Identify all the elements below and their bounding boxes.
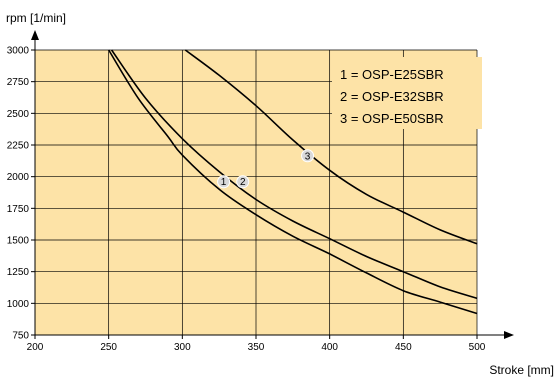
- y-tick-label-3000: 3000: [7, 46, 30, 57]
- curve-label-marker: [217, 175, 231, 189]
- y-tick-label-2750: 2750: [7, 77, 30, 88]
- y-tick-label-2000: 2000: [7, 172, 30, 183]
- axes: [31, 30, 514, 339]
- curve-label-marker: [236, 175, 250, 189]
- curve-label-3: 3: [301, 149, 315, 163]
- curve-label-text: 2: [240, 177, 246, 188]
- grid: [35, 49, 478, 336]
- curve-label-1: 1: [217, 175, 231, 189]
- x-tick-label-500: 500: [469, 342, 486, 353]
- x-tick-labels: 200 250 300 350 400 450 500: [27, 335, 486, 353]
- legend-entry-1: 1 = OSP-E25SBR: [340, 67, 444, 82]
- curve-label-text: 1: [221, 177, 227, 188]
- y-tick-label-1500: 1500: [7, 236, 30, 247]
- y-tick-label-1250: 1250: [7, 267, 30, 278]
- y-tick-label-1750: 1750: [7, 204, 30, 215]
- y-axis-label: rpm [1/min]: [6, 11, 66, 25]
- x-tick-label-350: 350: [248, 342, 265, 353]
- curve-1: [108, 49, 478, 315]
- y-tick-label-2250: 2250: [7, 141, 30, 152]
- legend-box: [332, 57, 482, 129]
- y-axis-arrow-icon: [31, 30, 39, 40]
- y-tick-label-1000: 1000: [7, 299, 30, 310]
- legend: 1 = OSP-E25SBR 2 = OSP-E32SBR 3 = OSP-E5…: [332, 57, 482, 129]
- curves: [108, 49, 478, 315]
- legend-entry-3: 3 = OSP-E50SBR: [340, 111, 444, 126]
- x-tick-label-300: 300: [174, 342, 191, 353]
- x-axis-arrow-icon: [504, 331, 514, 339]
- x-axis-label: Stroke [mm]: [489, 363, 554, 377]
- y-tick-labels: 750 1000 1250 1500 1750 2000 2250 2500 2750 3000: [7, 46, 35, 342]
- x-tick-label-250: 250: [100, 342, 117, 353]
- curve-labels: 1 2 3: [217, 149, 315, 189]
- legend-entry-2: 2 = OSP-E32SBR: [340, 89, 444, 104]
- x-tick-label-450: 450: [395, 342, 412, 353]
- curve-2: [110, 49, 478, 300]
- curve-label-marker: [301, 149, 315, 163]
- x-tick-label-400: 400: [321, 342, 338, 353]
- y-tick-label-750: 750: [12, 331, 29, 342]
- y-tick-label-2500: 2500: [7, 109, 30, 120]
- curve-label-2: 2: [236, 175, 250, 189]
- curve-label-text: 3: [305, 151, 311, 162]
- curve-3: [184, 49, 478, 245]
- x-tick-label-200: 200: [27, 342, 44, 353]
